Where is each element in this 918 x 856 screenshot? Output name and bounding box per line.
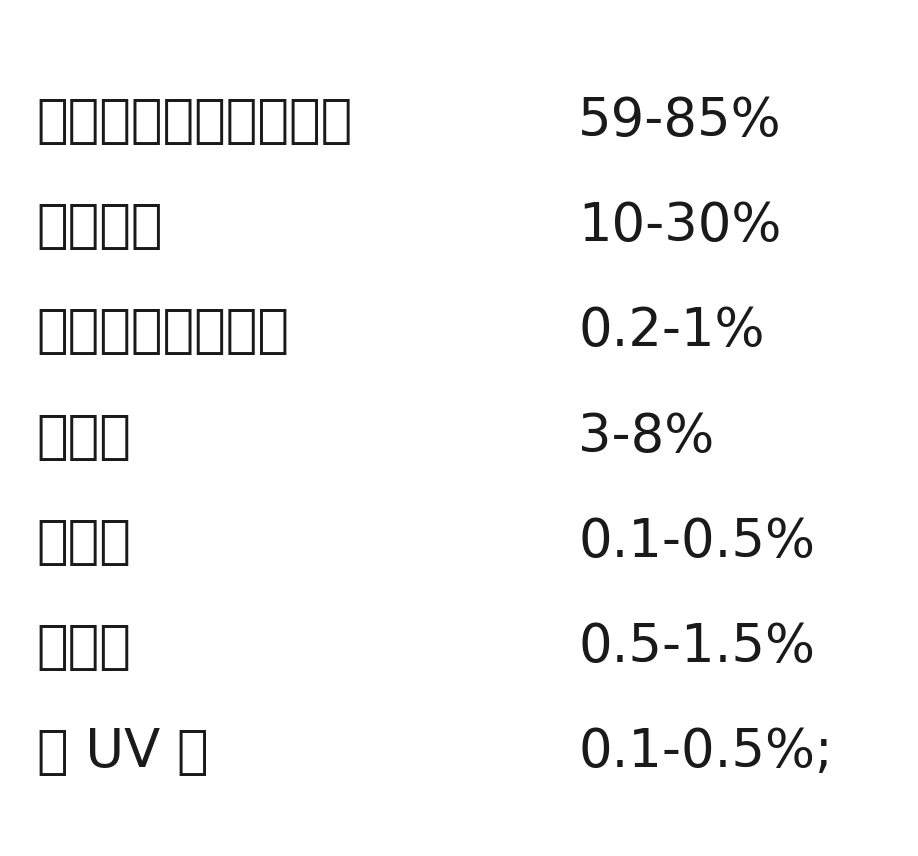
- Text: 0.5-1.5%: 0.5-1.5%: [578, 621, 815, 673]
- Text: 玻璃纤维: 玻璃纤维: [37, 200, 163, 253]
- Text: 0.1-0.5%;: 0.1-0.5%;: [578, 726, 833, 778]
- Text: 抗氧剂: 抗氧剂: [37, 515, 131, 568]
- Text: 0.1-0.5%: 0.1-0.5%: [578, 515, 815, 568]
- Text: 59-85%: 59-85%: [578, 95, 782, 147]
- Text: 超支化聚酯共聚物: 超支化聚酯共聚物: [37, 306, 290, 358]
- Text: 0.2-1%: 0.2-1%: [578, 306, 765, 358]
- Text: 润滑剂: 润滑剂: [37, 621, 131, 673]
- Text: 抗 UV 剂: 抗 UV 剂: [37, 726, 208, 778]
- Text: 10-30%: 10-30%: [578, 200, 782, 253]
- Text: 聚对苯二甲酸丁二醇酯: 聚对苯二甲酸丁二醇酯: [37, 95, 353, 147]
- Text: 3-8%: 3-8%: [578, 411, 714, 462]
- Text: 增韧剂: 增韧剂: [37, 411, 131, 462]
